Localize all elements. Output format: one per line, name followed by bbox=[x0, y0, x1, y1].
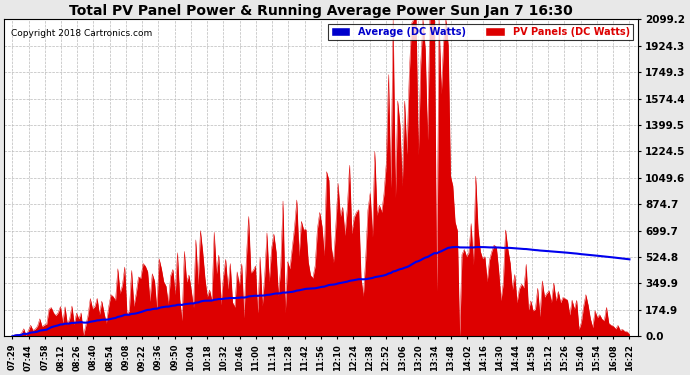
Text: Copyright 2018 Cartronics.com: Copyright 2018 Cartronics.com bbox=[10, 29, 152, 38]
Title: Total PV Panel Power & Running Average Power Sun Jan 7 16:30: Total PV Panel Power & Running Average P… bbox=[69, 4, 573, 18]
Legend: Average (DC Watts), PV Panels (DC Watts): Average (DC Watts), PV Panels (DC Watts) bbox=[328, 24, 633, 40]
